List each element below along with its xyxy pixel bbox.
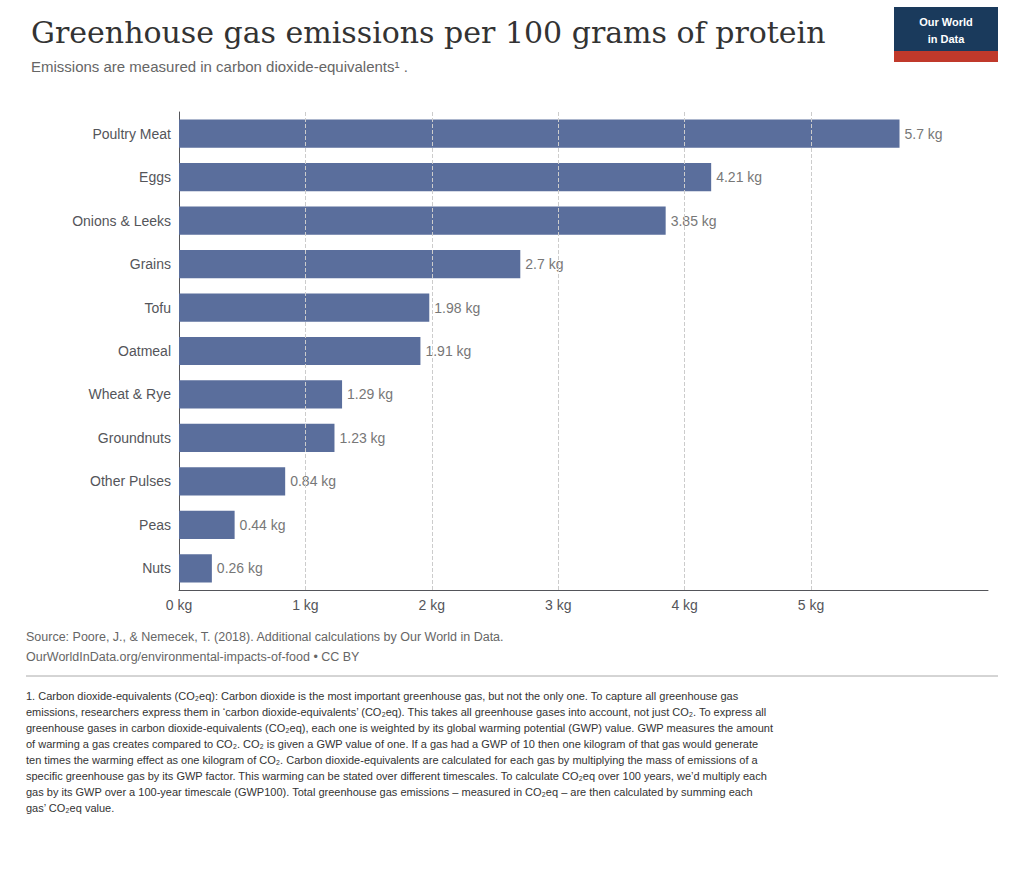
svg-text:Oatmeal: Oatmeal [118, 343, 171, 359]
svg-text:5 kg: 5 kg [798, 597, 824, 613]
svg-text:greenhouse gases in carbon dio: greenhouse gases in carbon dioxide-equiv… [26, 722, 773, 734]
svg-text:0.44 kg: 0.44 kg [240, 517, 286, 533]
svg-text:3 kg: 3 kg [545, 597, 571, 613]
svg-text:0.84 kg: 0.84 kg [290, 473, 336, 489]
svg-text:specific greenhouse gas by its: specific greenhouse gas by its GWP facto… [26, 770, 767, 782]
svg-text:0.26 kg: 0.26 kg [217, 560, 263, 576]
svg-text:1.23 kg: 1.23 kg [339, 430, 385, 446]
svg-text:1.91 kg: 1.91 kg [425, 343, 471, 359]
svg-text:2.7 kg: 2.7 kg [525, 256, 563, 272]
svg-text:1.98 kg: 1.98 kg [434, 300, 480, 316]
svg-text:emissions, researchers express: emissions, researchers express them in ‘… [26, 706, 766, 718]
svg-text:4 kg: 4 kg [671, 597, 697, 613]
svg-text:Tofu: Tofu [145, 300, 171, 316]
svg-text:Onions & Leeks: Onions & Leeks [72, 213, 171, 229]
svg-text:gas’ CO₂eq value.: gas’ CO₂eq value. [26, 802, 114, 814]
svg-text:Other Pulses: Other Pulses [90, 473, 171, 489]
svg-text:4.21 kg: 4.21 kg [716, 169, 762, 185]
svg-text:Emissions are measured in carb: Emissions are measured in carbon dioxide… [31, 58, 408, 75]
svg-text:Poultry Meat: Poultry Meat [92, 126, 171, 142]
svg-text:Nuts: Nuts [142, 560, 171, 576]
svg-text:Greenhouse gas emissions per 1: Greenhouse gas emissions per 100 grams o… [31, 15, 826, 50]
svg-text:Groundnuts: Groundnuts [98, 430, 171, 446]
svg-text:Our World: Our World [919, 16, 973, 28]
svg-text:Source: Poore, J., & Nemecek,: Source: Poore, J., & Nemecek, T. (2018).… [26, 630, 504, 644]
svg-text:gas by its GWP over a 100-year: gas by its GWP over a 100-year timescale… [26, 786, 753, 798]
svg-text:1. Carbon dioxide-equivalents: 1. Carbon dioxide-equivalents (CO₂eq): C… [26, 690, 739, 702]
svg-text:2 kg: 2 kg [419, 597, 445, 613]
svg-text:3.85 kg: 3.85 kg [671, 213, 717, 229]
svg-text:of warming a gas creates compa: of warming a gas creates compared to CO₂… [26, 738, 758, 750]
svg-text:Eggs: Eggs [139, 169, 171, 185]
svg-text:in Data: in Data [928, 33, 966, 45]
svg-text:OurWorldInData.org/environment: OurWorldInData.org/environmental-impacts… [26, 650, 360, 664]
svg-text:Grains: Grains [130, 256, 171, 272]
svg-text:Peas: Peas [139, 517, 171, 533]
svg-text:1.29 kg: 1.29 kg [347, 386, 393, 402]
svg-text:5.7 kg: 5.7 kg [905, 126, 943, 142]
svg-text:0 kg: 0 kg [166, 597, 192, 613]
svg-text:1 kg: 1 kg [292, 597, 318, 613]
svg-text:ten times the warming effect a: ten times the warming effect as one kilo… [26, 754, 759, 766]
svg-text:Wheat & Rye: Wheat & Rye [89, 386, 172, 402]
